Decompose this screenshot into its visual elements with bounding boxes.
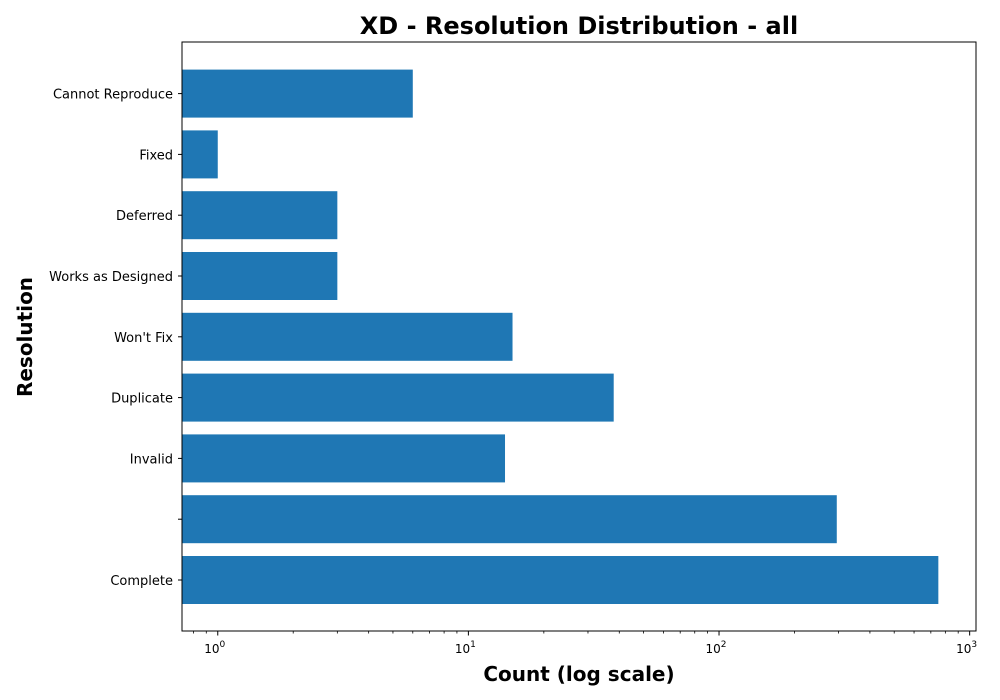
bar — [182, 495, 837, 544]
y-tick-label: Cannot Reproduce — [53, 88, 173, 103]
y-tick-label: Invalid — [130, 452, 173, 467]
y-axis-label: Resolution — [13, 277, 37, 397]
x-tick-label: 102 — [706, 640, 727, 656]
chart-title: XD - Resolution Distribution - all — [360, 12, 798, 40]
bar — [182, 130, 218, 179]
y-tick-label: Works as Designed — [49, 270, 173, 285]
y-tick-label: Complete — [110, 574, 173, 589]
bar — [182, 556, 939, 604]
bar — [182, 312, 513, 361]
plot-frame — [181, 41, 977, 632]
x-tick-label: 103 — [956, 640, 977, 656]
y-tick-label: Won't Fix — [114, 331, 173, 346]
x-tick-label: 101 — [455, 640, 476, 656]
x-axis-ticks: 100 101 102 103 — [193, 631, 977, 656]
y-axis-ticks: Complete Invalid Duplicate Won't Fix Works a… — [49, 88, 182, 589]
y-tick-label: Deferred — [116, 209, 173, 224]
bar — [182, 191, 338, 240]
bar — [182, 252, 338, 300]
x-axis-label: Count (log scale) — [483, 662, 674, 686]
bar — [182, 434, 506, 483]
x-tick-label: 100 — [204, 640, 225, 656]
bars-group — [182, 69, 939, 604]
y-tick-label: Fixed — [139, 148, 173, 163]
bar — [182, 69, 413, 118]
bar — [182, 373, 614, 422]
y-tick-label: Duplicate — [111, 392, 173, 407]
